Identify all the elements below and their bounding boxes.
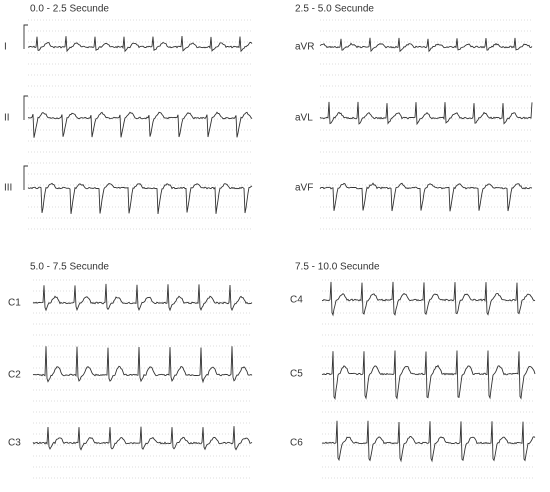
lead-label: aVL: [295, 113, 313, 124]
ecg-trace: [32, 426, 253, 451]
ecg-trace: [319, 37, 533, 53]
lead-label: III: [4, 183, 12, 194]
lead-label: C1: [8, 298, 21, 309]
lead-label: C6: [290, 438, 303, 449]
panel-title: 5.0 - 7.5 Secunde: [30, 262, 109, 273]
panel-title: 7.5 - 10.0 Secunde: [295, 262, 380, 273]
lead-label: aVF: [295, 183, 313, 194]
lead-label: aVR: [295, 42, 314, 53]
ecg-trace: [319, 101, 533, 126]
ecg-trace: [321, 281, 536, 317]
ecg-trace: [27, 182, 253, 215]
calibration-mark: [23, 95, 28, 120]
ecg-trace: [32, 346, 253, 384]
panel-title: 2.5 - 5.0 Secunde: [295, 4, 374, 15]
ecg-trace: [27, 111, 253, 138]
ecg-trace: [321, 420, 536, 463]
ecg-trace: [27, 35, 253, 53]
ecg-trace: [321, 350, 536, 400]
lead-label: C2: [8, 370, 21, 381]
lead-label: C5: [290, 369, 303, 380]
lead-label: C4: [290, 295, 303, 306]
lead-label: II: [4, 113, 10, 124]
lead-label: I: [4, 42, 7, 53]
calibration-mark: [23, 165, 28, 190]
lead-label: C3: [8, 438, 21, 449]
panel-title: 0.0 - 2.5 Secunde: [30, 4, 109, 15]
calibration-mark: [23, 24, 28, 49]
ecg-trace: [32, 283, 253, 312]
ecg-trace: [319, 182, 533, 212]
